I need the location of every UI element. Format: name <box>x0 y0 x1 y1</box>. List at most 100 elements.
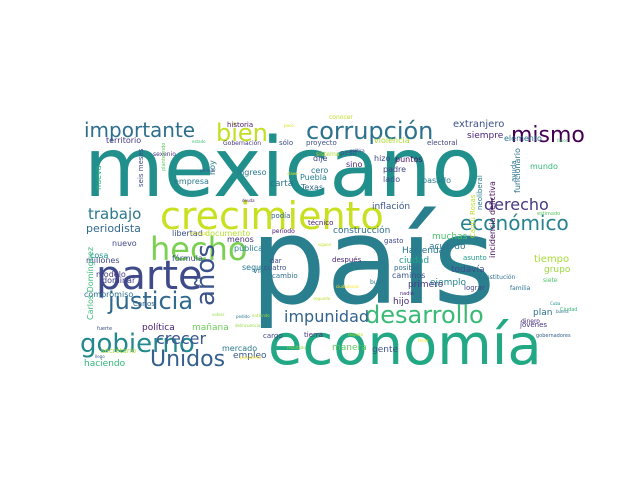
word-territorio: territorio <box>106 136 141 145</box>
word-cargo: cargo <box>263 332 283 340</box>
word-dar: dar <box>270 257 282 265</box>
word-llego: llego <box>95 354 105 359</box>
word-funcionario: funcionario <box>513 148 522 193</box>
word-secretario: secretario <box>101 347 136 355</box>
word-despues: después <box>332 256 362 264</box>
word-impunidad: impunidad <box>284 307 369 326</box>
word-buen: buen <box>370 279 385 286</box>
word-primero: primero <box>408 280 444 290</box>
word-millones: millones <box>86 256 120 265</box>
word-extranjero: extranjero <box>453 119 504 130</box>
word-documento: documento <box>205 229 250 238</box>
word-carta: carta <box>270 179 293 189</box>
word-seguir: seguir <box>242 263 267 272</box>
word-ciudad: Ciudad <box>560 307 577 313</box>
word-solo: sólo <box>279 139 293 147</box>
word-manana: mañana <box>192 323 229 333</box>
word-formula: fórmula <box>172 253 203 263</box>
word-gente: gente <box>372 345 398 355</box>
word-desarrollo: desarrollo <box>365 301 484 329</box>
word-lograr: lograr <box>464 284 485 292</box>
word-conocer: conocer <box>329 114 353 121</box>
word-libertad: libertad <box>172 229 203 238</box>
word-compromiso: compromiso <box>84 290 133 299</box>
word-manera: manera <box>332 343 367 353</box>
word-electoral: electoral <box>427 139 458 147</box>
word-gasto: gasto <box>384 237 403 245</box>
word-proyecto: proyecto <box>306 139 337 147</box>
word-construccion: construcción <box>333 225 390 236</box>
word-buena: buena <box>556 309 569 314</box>
word-poco: poco <box>284 123 294 128</box>
word-lado: lado <box>383 175 400 184</box>
word-hizo: hizo <box>374 154 390 163</box>
word-presidente: presidente <box>240 355 262 360</box>
word-mercado: mercado <box>222 344 257 353</box>
word-favor: favor <box>557 138 568 143</box>
word-respeto: respeto <box>348 332 364 337</box>
word-seis-meses: seis meses <box>137 148 145 187</box>
word-todavia: todavía <box>451 265 485 275</box>
word-mexicano: mexicano <box>84 121 482 216</box>
word-ciudad: ciudad <box>399 256 429 266</box>
word-muchas: muchas <box>432 232 468 242</box>
word-economico: económico <box>460 211 569 235</box>
word-haciendo: haciendo <box>84 359 126 369</box>
word-cosa: cosa <box>90 251 108 260</box>
word-importante: importante <box>84 118 195 142</box>
word-modelo: modelo <box>96 270 126 279</box>
word-politica2: política <box>350 148 365 153</box>
word-dominar: dominar <box>102 276 136 285</box>
word-via: vía <box>253 266 265 275</box>
word-puntos: puntos <box>395 155 422 164</box>
word-pais: país <box>250 193 496 332</box>
word-cantu-rosas: Cantú Rosas <box>469 194 477 238</box>
word-cero: cero <box>311 166 328 175</box>
word-tecnico: técnico <box>308 219 333 227</box>
word-empleo: empleo <box>233 351 267 361</box>
word-unidos: Unidos <box>150 347 225 372</box>
word-texas: Texas <box>300 183 323 192</box>
word-politica: política <box>142 323 175 333</box>
word-historia: historia <box>227 121 253 129</box>
word-carlos-dominguez: Carlos Domínguez <box>86 247 95 320</box>
word-deuda: deuda <box>242 198 255 203</box>
word-segundo: segundo <box>313 296 331 301</box>
word-siempre: siempre <box>467 131 504 141</box>
word-nueva: nueva <box>94 165 103 190</box>
word-publica: pública <box>234 244 263 253</box>
word-fuerte: fuerte <box>97 326 112 332</box>
word-tierra: tierra <box>304 331 323 339</box>
word-elemento: elemento <box>504 134 542 143</box>
word-carlos: Carlos <box>133 300 155 308</box>
word-ciudadanos: ciudadanos <box>336 284 359 289</box>
word-grupo: grupo <box>544 265 571 275</box>
word-violencia: violencia <box>374 136 410 145</box>
word-puebla: Puebla <box>300 173 327 182</box>
word-hoy: hoy <box>208 160 217 175</box>
word-jovenes: jóvenes <box>519 321 547 329</box>
word-parte: parte <box>96 253 203 299</box>
word-ejemplo: ejemplo <box>430 278 467 288</box>
word-siete: siete <box>543 277 558 284</box>
word-plan: plan <box>533 308 552 318</box>
word-peso: peso <box>340 149 357 157</box>
word-periodo: periodo <box>272 228 295 235</box>
word-periodista: periodista <box>86 222 141 235</box>
word-hacienda: Hacienda <box>402 246 444 256</box>
word-dije: dije <box>313 154 328 163</box>
word-constitucion: Constitución <box>478 274 516 281</box>
word-gobernacion: Gobernación <box>223 140 261 147</box>
word-crecimiento: crecimiento <box>160 194 384 238</box>
word-podia: podía <box>271 212 290 220</box>
word-dinero: dinero <box>521 318 540 325</box>
word-caminos: caminos <box>392 271 425 280</box>
word-neoliberal: neoliberal <box>476 175 484 210</box>
word-corrupcion: corrupción <box>306 117 433 145</box>
word-gobierno: gobierno <box>80 329 195 359</box>
word-cuatro: cuatro <box>264 264 286 272</box>
word-familia: familia <box>510 285 531 292</box>
word-cuba: Cuba <box>550 301 561 306</box>
word-hecho: hecho <box>150 230 247 268</box>
word-economia: economía <box>268 313 542 378</box>
